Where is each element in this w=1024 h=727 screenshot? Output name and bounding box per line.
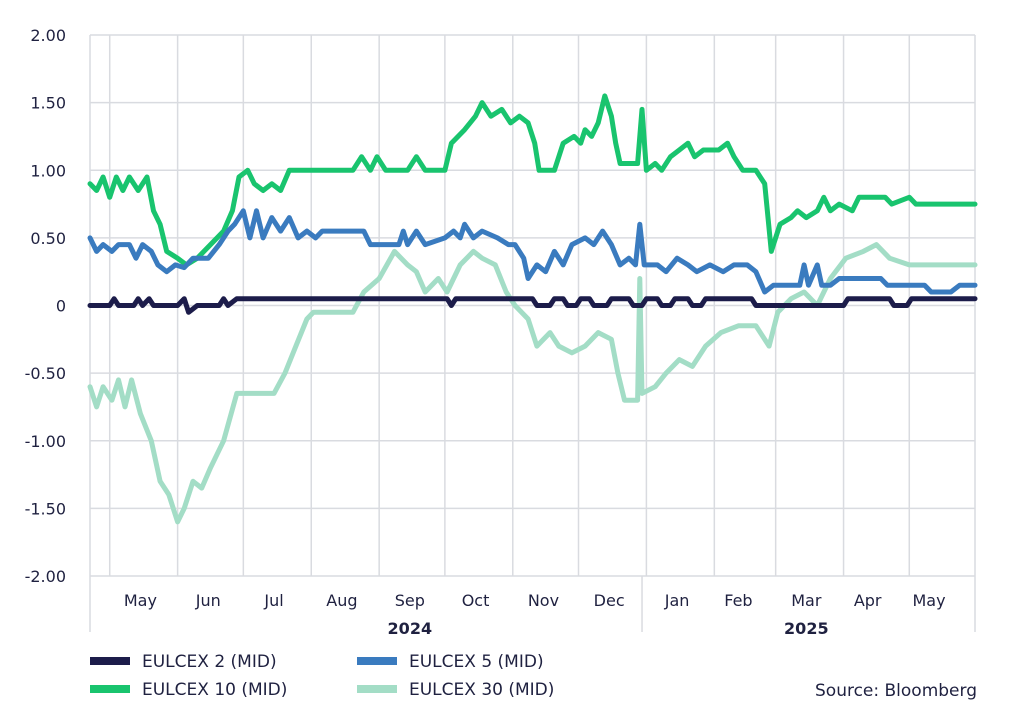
y-tick-label: 1.50: [30, 94, 66, 113]
y-tick-label: 1.00: [30, 161, 66, 180]
y-tick-label: 0.50: [30, 229, 66, 248]
legend-label: EULCEX 5 (MID): [409, 652, 544, 672]
x-tick-label: Dec: [594, 591, 625, 610]
legend-label: EULCEX 2 (MID): [142, 652, 277, 672]
y-axis-tick-labels: 2.00 1.50 1.00 0.50 0 -0.50 -1.00 -1.50 -2.00: [25, 26, 66, 586]
x-tick-label: Jan: [664, 591, 690, 610]
series-line-eulcex-10-mid: [87, 93, 978, 268]
legend-label: EULCEX 10 (MID): [142, 680, 287, 700]
x-tick-label: Sep: [395, 591, 425, 610]
y-tick-label: 2.00: [30, 26, 66, 45]
year-label: 2025: [784, 619, 829, 638]
x-tick-label: Jun: [195, 591, 221, 610]
series-line-eulcex-30-mid: [87, 242, 978, 525]
series-line-eulcex-5-mid: [87, 208, 978, 295]
y-tick-label: -2.00: [25, 567, 66, 586]
legend: EULCEX 2 (MID) EULCEX 10 (MID) EULCEX 5 (M…: [90, 652, 554, 700]
chart-grid: [89, 34, 976, 632]
y-tick-label: -1.50: [25, 499, 66, 518]
x-tick-label: Feb: [724, 591, 752, 610]
x-tick-label: Aug: [326, 591, 357, 610]
legend-label: EULCEX 30 (MID): [409, 680, 554, 700]
x-tick-label: Apr: [854, 591, 882, 610]
year-label: 2024: [388, 619, 433, 638]
x-axis-year-labels: 2024 2025: [388, 619, 829, 638]
x-tick-label: Jul: [263, 591, 283, 610]
source-note: Source: Bloomberg: [815, 681, 977, 701]
x-tick-label: Mar: [791, 591, 822, 610]
x-tick-label: Oct: [462, 591, 490, 610]
x-tick-label: May: [124, 591, 157, 610]
x-tick-label: Nov: [528, 591, 559, 610]
y-tick-label: -1.00: [25, 432, 66, 451]
series-line-eulcex-2-mid: [87, 296, 978, 315]
x-tick-label: May: [912, 591, 945, 610]
x-axis-month-labels: May Jun Jul Aug Sep Oct Nov Dec Jan Feb Mar Apr May: [124, 591, 946, 610]
y-tick-label: 0: [56, 297, 66, 316]
series-lines: [87, 93, 978, 525]
y-tick-label: -0.50: [25, 364, 66, 383]
